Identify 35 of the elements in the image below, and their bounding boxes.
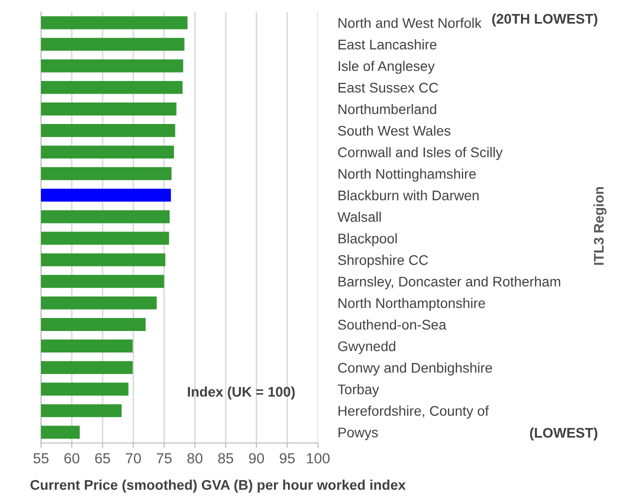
y-tick-label: Gwynedd <box>338 340 396 354</box>
y-tick-label: Shropshire CC <box>338 254 428 268</box>
x-tick-label: 60 <box>64 453 80 464</box>
y-tick-label: Cornwall and Isles of Scilly <box>338 147 503 160</box>
y-tick-label: Blackburn with Darwen <box>338 190 479 200</box>
y-tick-label: North Northamptonshire <box>338 298 486 311</box>
y-tick-label: Barnsley, Doncaster and Rotherham <box>338 276 560 290</box>
y-tick-label: Powys <box>338 428 378 440</box>
y-tick-label: Herefordshire, County of <box>338 406 489 419</box>
y-tick-label: Blackpool <box>338 233 397 246</box>
x-tick-label: 70 <box>126 453 141 464</box>
y-tick-label: Conwy and Denbighshire <box>338 362 492 376</box>
x-tick-label: 65 <box>95 453 110 464</box>
y-tick-label: North Nottinghamshire <box>338 168 476 182</box>
x-tick-label: 90 <box>249 453 264 464</box>
x-tick-label: 100 <box>306 453 330 464</box>
x-tick-label: 75 <box>156 453 172 464</box>
y-tick-label: Northumberland <box>338 104 436 114</box>
y-tick-label: Southend-on-Sea <box>338 319 446 330</box>
y-tick-label: East Sussex CC <box>338 82 438 93</box>
y-tick-label: South West Wales <box>338 125 450 136</box>
y-tick-label: Torbay <box>338 384 380 398</box>
x-tick-label: 95 <box>280 453 295 464</box>
y-tick-label: East Lancashire <box>338 39 436 50</box>
annotation: Index (UK = 100) <box>188 386 295 400</box>
y-tick-label: North and West Norfolk <box>338 18 482 28</box>
y-tick-label: Walsall <box>338 212 381 222</box>
x-tick-label: 80 <box>187 453 202 464</box>
y-tick-label: Isle of Anglesey <box>338 60 435 74</box>
x-axis-title: Current Price (smoothed) GVA (B) per hour worked index <box>30 480 406 493</box>
text: (20TH LOWEST) <box>492 14 598 26</box>
y-axis-title: ITL3 Region <box>593 187 607 265</box>
x-tick-label: 55 <box>33 453 48 464</box>
x-tick-label: 85 <box>218 453 234 464</box>
text: (LOWEST) <box>530 428 598 440</box>
